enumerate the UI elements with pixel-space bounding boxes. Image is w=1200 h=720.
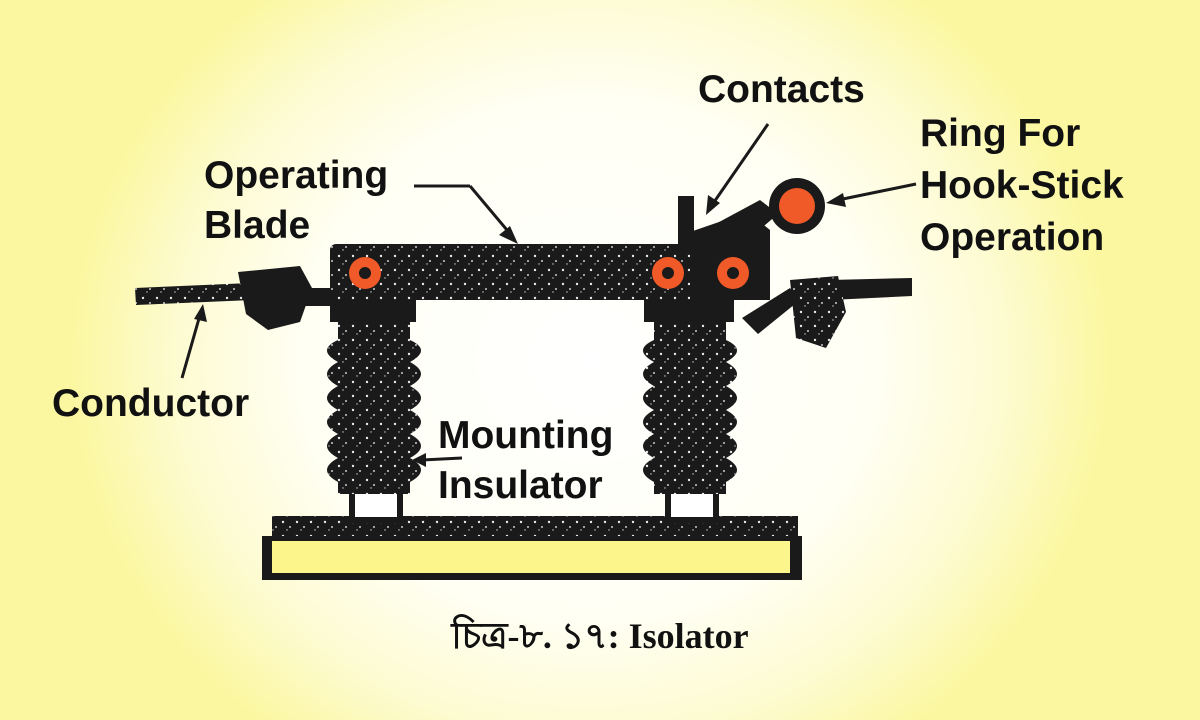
label-insulator-line-1: Mounting bbox=[438, 414, 614, 457]
pivot-pin bbox=[652, 257, 684, 289]
label-contacts: Contacts bbox=[698, 68, 865, 111]
left-conductor bbox=[135, 266, 346, 330]
operating-blade bbox=[330, 212, 770, 300]
figure-caption: চিত্র-৮. ১৭: Isolator bbox=[451, 616, 749, 656]
pivot-pin bbox=[349, 257, 381, 289]
label-insulator-line-2: Insulator bbox=[438, 464, 603, 507]
right-insulator bbox=[643, 296, 737, 523]
base-plate bbox=[262, 516, 802, 580]
right-conductor bbox=[742, 276, 912, 348]
pivot-pin bbox=[717, 257, 749, 289]
arrow-conductor bbox=[180, 304, 207, 379]
left-insulator bbox=[327, 296, 421, 523]
label-blade-line-2: Blade bbox=[204, 204, 311, 247]
label-blade-line-1: Operating bbox=[204, 154, 389, 197]
label-ring-line-3: Operation bbox=[920, 216, 1105, 259]
hook-stick-ring bbox=[769, 178, 825, 234]
arrow-insulator bbox=[412, 453, 463, 467]
contacts bbox=[678, 196, 778, 252]
arrow-blade bbox=[414, 184, 518, 244]
label-ring-line-1: Ring For bbox=[920, 112, 1081, 155]
arrow-contacts bbox=[706, 123, 770, 215]
label-ring-line-2: Hook-Stick bbox=[920, 164, 1124, 207]
label-conductor: Conductor bbox=[52, 382, 250, 425]
arrow-ring bbox=[826, 182, 917, 207]
